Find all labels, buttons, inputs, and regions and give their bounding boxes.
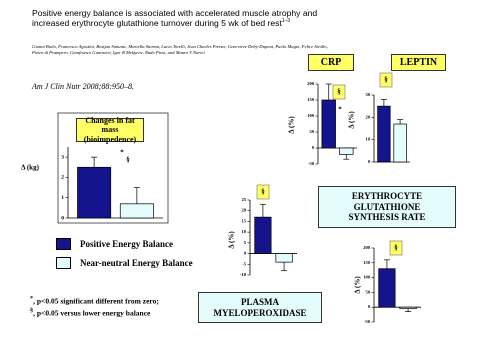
authors: Gianni Biolo, Francesco Agostini, Bostja… [32, 44, 328, 55]
y-axis-title: Δ (%) [288, 116, 296, 134]
y-tick-label: 2 [61, 175, 64, 181]
bar [393, 123, 407, 163]
title-note: 1–3 [281, 18, 291, 25]
annotation: * [120, 149, 124, 157]
y-tick-label: 50 [366, 289, 371, 294]
y-axis-title: Δ (kg) [21, 164, 39, 172]
y-tick-label: 50 [310, 129, 315, 134]
chart-title: ERYTHROCYTE GLUTATHIONE SYNTHESIS RATE [318, 186, 456, 228]
footnote: §, p<0.05 versus lower energy balance [30, 307, 150, 318]
bar [399, 306, 417, 310]
y-tick-label: 0 [312, 145, 315, 150]
annotation: § [261, 188, 265, 196]
footnote-text: , p<0.05 versus lower energy balance [33, 308, 151, 318]
y-tick-label: 100 [363, 275, 371, 280]
bar [377, 105, 391, 163]
annotation-box [332, 84, 346, 100]
footnote-text: , p<0.05 significant different from zero… [33, 296, 159, 306]
paper-title: Positive energy balance is associated wi… [32, 8, 327, 29]
legend-label: Positive Energy Balance [80, 239, 173, 249]
annotation: § [384, 76, 388, 84]
y-axis-title: Δ (%) [348, 111, 356, 129]
y-tick-label: 0 [368, 159, 371, 164]
chart-title: LEPTIN [391, 54, 446, 71]
chart-frame [57, 112, 169, 224]
chart-title: Changes in fat mass (bioimpedence) [76, 116, 144, 144]
annotation: § [126, 156, 130, 164]
y-tick-label: 200 [363, 245, 371, 250]
bar [77, 166, 112, 219]
y-axis-title: Δ (%) [228, 231, 236, 249]
y-tick-label: 20 [366, 114, 371, 119]
y-tick-label: -10 [240, 272, 247, 277]
chart-title: CRP [308, 54, 354, 71]
y-tick-label: 100 [307, 113, 315, 118]
y-axis-title: Δ (%) [354, 276, 362, 294]
legend-label: Near-neutral Energy Balance [80, 258, 193, 268]
annotation: * [338, 106, 342, 114]
legend-swatch [56, 257, 71, 269]
y-tick-label: 150 [307, 97, 315, 102]
annotation-box [256, 184, 270, 200]
y-tick-label: 15 [242, 218, 247, 223]
y-tick-label: 1 [61, 195, 64, 201]
bar [119, 203, 154, 219]
y-tick-label: -50 [308, 161, 315, 166]
y-tick-label: -5 [242, 261, 246, 266]
bar [275, 253, 293, 263]
citation: Am J Clin Nutr 2008;88:950–8. [32, 82, 134, 91]
y-tick-label: 200 [307, 81, 315, 86]
chart-title: PLASMA MYELOPEROXIDASE [198, 292, 322, 323]
y-tick-label: 0 [368, 304, 371, 309]
annotation: § [337, 88, 341, 96]
bar [339, 147, 354, 155]
legend-item: Positive Energy Balance [56, 238, 173, 250]
y-tick-label: 10 [366, 137, 371, 142]
y-tick-label: 20 [242, 208, 247, 213]
annotation-box [389, 240, 403, 256]
bar [378, 268, 396, 308]
y-tick-label: 0 [61, 215, 64, 221]
annotation: § [394, 244, 398, 252]
footnote-symbol: * [30, 295, 34, 302]
y-tick-label: 5 [244, 240, 247, 245]
y-tick-label: 25 [242, 197, 247, 202]
footnote: *, p<0.05 significant different from zer… [30, 295, 159, 306]
y-tick-label: 0 [244, 251, 247, 256]
y-tick-label: 10 [242, 229, 247, 234]
legend-swatch [56, 238, 71, 250]
y-tick-label: 3 [61, 154, 64, 160]
bar [321, 99, 336, 149]
y-tick-label: 150 [363, 260, 371, 265]
legend-item: Near-neutral Energy Balance [56, 257, 193, 269]
footnote-symbol: § [30, 307, 34, 314]
y-tick-label: -50 [364, 319, 371, 324]
bar [254, 216, 272, 254]
title-text: Positive energy balance is associated wi… [32, 8, 318, 29]
y-tick-label: 30 [366, 92, 371, 97]
annotation-box [379, 72, 393, 88]
